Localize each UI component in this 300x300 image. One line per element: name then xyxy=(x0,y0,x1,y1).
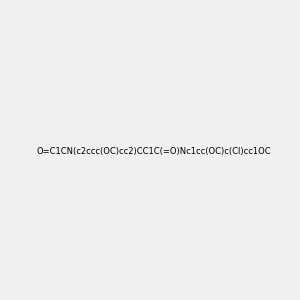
Text: O=C1CN(c2ccc(OC)cc2)CC1C(=O)Nc1cc(OC)c(Cl)cc1OC: O=C1CN(c2ccc(OC)cc2)CC1C(=O)Nc1cc(OC)c(C… xyxy=(36,147,271,156)
